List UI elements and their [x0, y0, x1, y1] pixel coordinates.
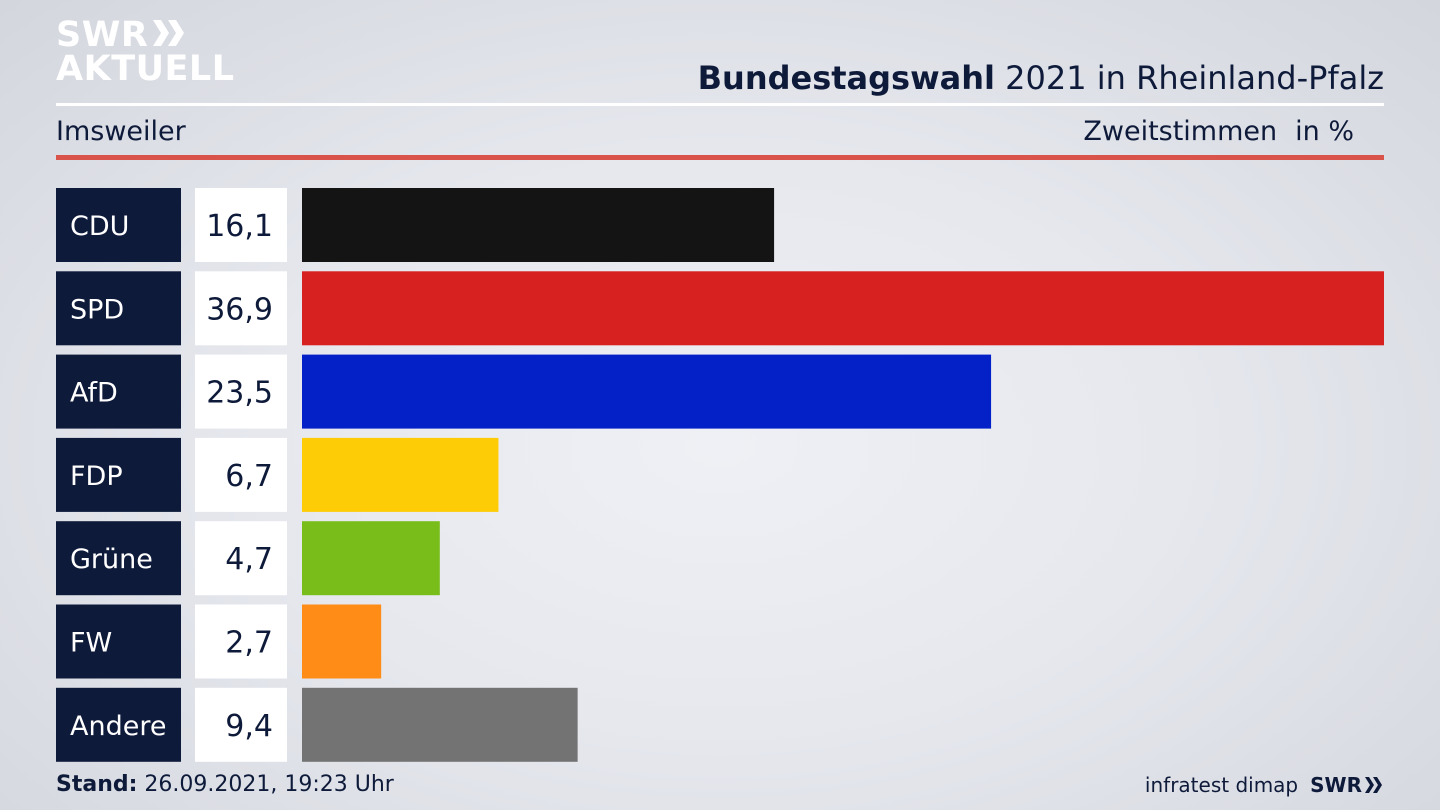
value-label: 9,4 — [225, 709, 273, 744]
value-label-box — [195, 271, 287, 346]
timestamp: Stand: 26.09.2021, 19:23 Uhr — [56, 771, 394, 799]
value-label-box — [195, 521, 287, 596]
party-label: CDU — [70, 211, 129, 242]
footer-credits: infratest dimap SWR — [1145, 771, 1384, 799]
header-divider — [56, 103, 1384, 106]
bar-row-gr-ne: Grüne 4,7 — [56, 521, 440, 596]
chevron-right-icon — [153, 20, 185, 46]
value-label-box — [195, 687, 287, 762]
value-label: 16,1 — [206, 209, 273, 244]
value-label: 6,7 — [225, 459, 273, 494]
value-label-box — [195, 604, 287, 679]
bar-row-andere: Andere 9,4 — [56, 687, 578, 762]
bar-row-cdu: CDU 16,1 — [56, 188, 775, 262]
party-label-box — [56, 271, 181, 346]
logo-text-swr: SWR — [56, 15, 149, 55]
value-label: 36,9 — [206, 292, 273, 327]
accent-divider — [56, 155, 1384, 160]
party-label-box — [56, 604, 181, 679]
bar-andere — [302, 687, 578, 762]
value-label-box — [195, 437, 287, 512]
bar-row-fw: FW 2,7 — [56, 604, 382, 679]
chevron-right-icon — [1365, 777, 1382, 793]
source-label: infratest dimap — [1144, 773, 1299, 797]
party-label-box — [56, 354, 181, 429]
party-label: AfD — [70, 378, 118, 409]
bar-fdp — [302, 437, 499, 512]
unit-label: in % — [1295, 116, 1354, 147]
bar-afd — [302, 354, 992, 429]
value-label-box — [195, 188, 287, 262]
bar-gr-ne — [302, 521, 440, 596]
vote-type-header: Zweitstimmen in % — [1083, 114, 1354, 150]
location-label: Imsweiler — [56, 116, 186, 147]
party-label: SPD — [70, 294, 124, 325]
party-label-box — [56, 437, 181, 512]
bar-row-afd: AfD 23,5 — [56, 354, 992, 429]
party-label: Grüne — [70, 544, 153, 575]
timestamp-label: Stand: — [56, 772, 138, 797]
title-rest: 2021 in Rheinland-Pfalz — [995, 59, 1384, 97]
footer-swr-logo: SWR — [1310, 773, 1384, 797]
logo-text-aktuell: AKTUELL — [56, 49, 235, 89]
value-label: 23,5 — [206, 376, 273, 411]
footer-logo-text: SWR — [1310, 773, 1362, 797]
value-label: 4,7 — [225, 542, 273, 577]
bar-cdu — [302, 188, 775, 262]
timestamp-value: 26.09.2021, 19:23 Uhr — [137, 772, 394, 797]
party-label: FDP — [70, 461, 123, 492]
bar-row-fdp: FDP 6,7 — [56, 437, 499, 512]
bar-fw — [302, 604, 382, 679]
value-label-box — [195, 354, 287, 429]
title-bold: Bundestagswahl — [697, 59, 995, 97]
bar-row-spd: SPD 36,9 — [56, 271, 1384, 346]
party-label: Andere — [70, 711, 166, 742]
party-label-box — [56, 521, 181, 596]
bar-spd — [302, 271, 1384, 346]
vote-type-label: Zweitstimmen — [1083, 116, 1278, 147]
party-label: FW — [70, 628, 112, 659]
party-label-box — [56, 188, 181, 262]
party-label-box — [56, 687, 181, 762]
value-label: 2,7 — [225, 626, 273, 661]
page-title: Bundestagswahl 2021 in Rheinland-Pfalz — [698, 58, 1384, 98]
swr-aktuell-logo: SWR AKTUELL — [56, 15, 235, 90]
